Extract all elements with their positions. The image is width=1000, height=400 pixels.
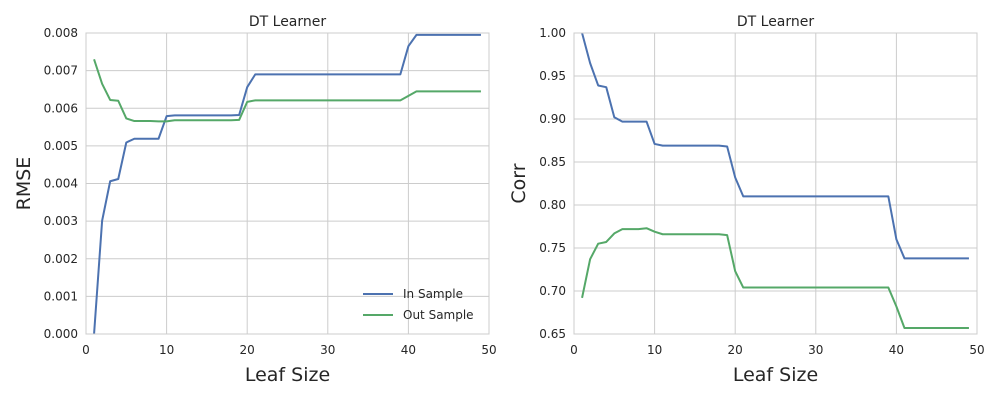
corr-y-tick-label: 0.85 <box>539 155 566 169</box>
rmse-y-tick-label: 0.000 <box>44 327 78 341</box>
corr-chart-title: DT Learner <box>737 14 815 30</box>
rmse-y-tick-label: 0.007 <box>44 64 78 78</box>
corr-y-tick-label: 0.90 <box>539 112 566 126</box>
corr-y-tick-label: 0.75 <box>539 241 566 255</box>
rmse-x-tick-label: 10 <box>159 343 174 357</box>
rmse-plot-frame <box>85 32 490 335</box>
corr-x-tick-label: 20 <box>728 343 743 357</box>
corr-x-axis-label: Leaf Size <box>733 364 818 386</box>
legend-out-sample-label: Out Sample <box>403 308 474 322</box>
corr-y-axis-label: Corr <box>508 163 530 203</box>
rmse-legend: In Sample Out Sample <box>363 287 474 322</box>
corr-chart: 0 10 20 30 40 50 0.65 0.70 0.75 0.80 0.85 0.90 0.95 1… <box>508 14 985 386</box>
rmse-y-tick-label: 0.001 <box>44 289 78 303</box>
rmse-y-tick-label: 0.003 <box>44 214 78 228</box>
rmse-chart-title: DT Learner <box>249 14 327 30</box>
rmse-x-tick-label: 40 <box>401 343 416 357</box>
rmse-y-tick-label: 0.005 <box>44 139 78 153</box>
rmse-y-tick-label: 0.008 <box>44 26 78 40</box>
corr-y-tick-label: 1.00 <box>539 26 566 40</box>
corr-x-tick-label: 50 <box>969 343 984 357</box>
rmse-x-tick-label: 20 <box>240 343 255 357</box>
rmse-y-axis-label: RMSE <box>13 157 35 211</box>
corr-y-tick-label: 0.65 <box>539 327 566 341</box>
rmse-y-tick-label: 0.002 <box>44 252 78 266</box>
corr-in-sample-line <box>581 32 969 260</box>
rmse-x-axis-label: Leaf Size <box>245 364 330 386</box>
corr-x-tick-label: 0 <box>570 343 578 357</box>
legend-in-sample-label: In Sample <box>403 287 463 301</box>
corr-x-tick-label: 30 <box>808 343 823 357</box>
corr-y-tick-label: 0.80 <box>539 198 566 212</box>
rmse-x-tick-label: 30 <box>320 343 335 357</box>
corr-x-tick-label: 10 <box>647 343 662 357</box>
corr-plot-frame <box>573 32 978 335</box>
corr-y-tick-label: 0.95 <box>539 69 566 83</box>
corr-out-sample-line <box>581 227 969 329</box>
corr-x-tick-label: 40 <box>889 343 904 357</box>
rmse-out-sample-line <box>93 59 481 123</box>
rmse-x-tick-label: 50 <box>481 343 496 357</box>
rmse-in-sample-line <box>93 33 481 335</box>
rmse-x-tick-label: 0 <box>82 343 90 357</box>
rmse-y-tick-label: 0.006 <box>44 101 78 115</box>
corr-y-tick-label: 0.70 <box>539 284 566 298</box>
rmse-y-tick-label: 0.004 <box>44 177 78 191</box>
rmse-chart: 0 10 20 30 40 50 0.000 0.001 0.002 0.003 0.004 0.00… <box>13 14 497 386</box>
